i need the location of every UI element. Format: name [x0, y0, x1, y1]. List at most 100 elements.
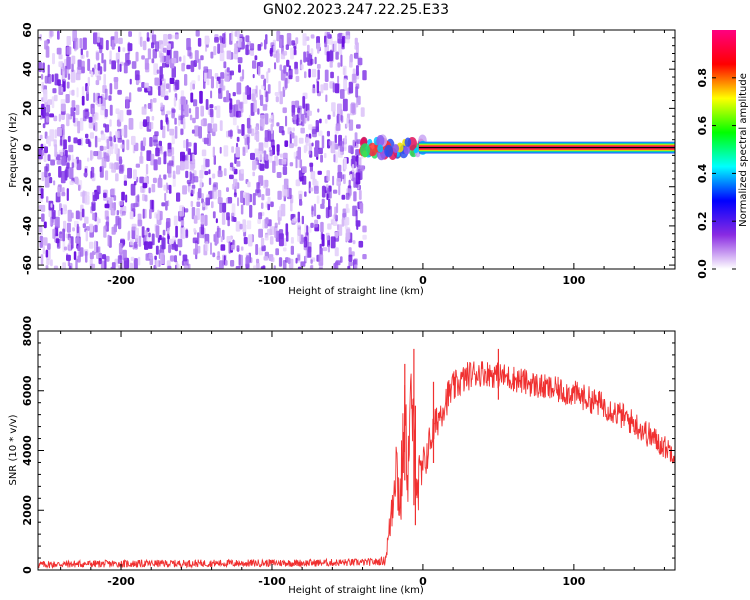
noise-mark [261, 202, 264, 209]
noise-mark [321, 198, 325, 205]
noise-mark [351, 73, 357, 84]
noise-mark [119, 209, 123, 214]
noise-mark [291, 104, 296, 117]
noise-mark [282, 247, 287, 252]
y-tick-label: -60 [21, 255, 34, 275]
noise-mark [273, 45, 276, 55]
noise-mark [301, 113, 305, 127]
noise-mark [279, 64, 283, 71]
noise-mark [101, 52, 104, 64]
colorbar-tick-label: 0.0 [696, 259, 709, 279]
noise-mark [295, 37, 299, 45]
noise-mark [245, 192, 250, 206]
noise-mark [142, 208, 145, 219]
noise-mark [146, 37, 150, 42]
noise-mark [359, 165, 365, 172]
noise-mark [265, 188, 271, 196]
noise-mark [355, 149, 361, 156]
noise-mark [134, 142, 139, 152]
noise-mark [210, 242, 212, 255]
noise-mark [68, 237, 71, 250]
noise-mark [128, 118, 134, 130]
noise-mark [41, 150, 45, 156]
noise-mark [101, 133, 106, 141]
noise-mark [147, 103, 152, 109]
noise-mark [341, 194, 346, 200]
noise-mark [79, 247, 84, 257]
noise-mark [362, 225, 367, 233]
noise-mark [162, 125, 166, 139]
noise-mark [343, 157, 347, 170]
noise-mark [106, 216, 110, 227]
snr-xlabel: Height of straight line (km) [288, 585, 424, 596]
noise-mark [314, 56, 317, 65]
noise-mark [57, 30, 60, 40]
noise-mark [120, 144, 125, 149]
noise-mark [67, 73, 71, 80]
noise-mark [111, 39, 115, 50]
noise-mark [140, 36, 143, 47]
noise-mark [277, 190, 282, 200]
noise-mark [152, 98, 157, 103]
noise-mark [303, 51, 306, 63]
noise-mark [263, 256, 269, 261]
noise-mark [284, 77, 288, 89]
noise-mark [330, 236, 336, 249]
noise-mark [105, 255, 110, 262]
noise-mark [76, 87, 79, 98]
noise-mark [38, 148, 43, 160]
noise-mark [295, 179, 301, 187]
noise-mark [329, 50, 333, 62]
noise-mark [133, 258, 138, 269]
noise-mark [114, 143, 118, 155]
noise-mark [244, 138, 247, 146]
noise-mark [293, 217, 297, 222]
noise-mark [43, 106, 47, 117]
noise-mark [236, 110, 241, 118]
noise-mark [119, 110, 124, 122]
noise-mark [247, 124, 252, 134]
noise-mark [340, 115, 344, 123]
noise-mark [165, 182, 168, 194]
noise-mark [252, 171, 255, 177]
noise-mark [356, 164, 361, 175]
noise-mark [216, 80, 219, 89]
noise-mark [161, 237, 166, 250]
noise-mark [93, 32, 98, 45]
noise-mark [278, 257, 283, 267]
noise-mark [39, 235, 44, 248]
noise-mark [317, 48, 320, 54]
noise-mark [227, 197, 233, 204]
noise-mark [212, 211, 216, 219]
noise-mark [185, 154, 189, 161]
noise-mark [222, 33, 226, 44]
noise-mark [337, 33, 342, 44]
noise-mark [190, 200, 194, 207]
noise-mark [241, 124, 245, 136]
noise-mark [348, 81, 354, 94]
noise-mark [151, 200, 154, 210]
noise-mark [189, 52, 193, 59]
noise-mark [123, 62, 128, 74]
noise-mark [292, 127, 295, 132]
noise-mark [90, 150, 93, 161]
noise-mark [212, 123, 218, 132]
noise-mark [334, 206, 337, 220]
noise-mark [130, 203, 136, 212]
noise-mark [343, 78, 347, 91]
noise-mark [119, 63, 122, 72]
noise-mark [128, 31, 132, 37]
noise-mark [360, 202, 364, 214]
noise-mark [62, 128, 65, 140]
noise-mark [67, 135, 71, 143]
noise-mark [355, 220, 361, 227]
noise-mark [195, 106, 199, 120]
noise-mark [236, 125, 239, 131]
noise-mark [203, 66, 209, 73]
noise-mark [232, 116, 237, 126]
noise-mark [295, 75, 300, 82]
noise-mark [260, 74, 265, 79]
noise-mark [344, 146, 347, 152]
